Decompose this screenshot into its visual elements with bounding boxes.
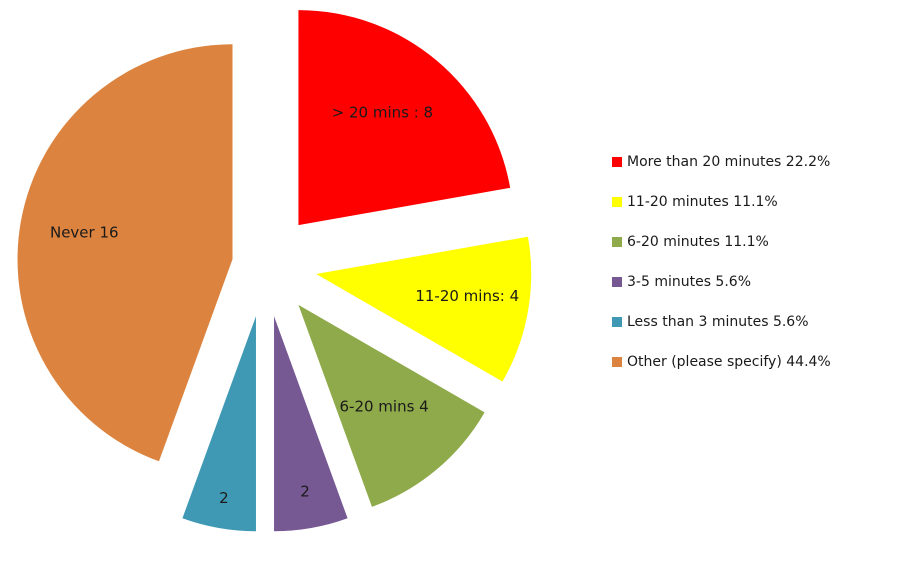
legend: More than 20 minutes 22.2% 11-20 minutes … [612,154,831,370]
legend-label-2: 11-20 minutes 11.1% [627,194,778,210]
pie-slice-3 [298,304,485,507]
pie-slice-6 [17,44,233,462]
slice-label-1: > 20 mins : 8 [332,104,433,122]
pie-slice-1 [298,10,511,226]
slice-label-4: 2 [300,482,310,500]
slice-label-5: 2 [219,489,229,507]
slice-label-3: 6-20 mins 4 [339,397,428,415]
legend-swatch-3 [612,237,622,247]
legend-swatch-6 [612,357,622,367]
slice-label-6: Never 16 [50,224,119,242]
legend-label-4: 3-5 minutes 5.6% [627,274,751,290]
legend-label-6: Other (please specify) 44.4% [627,354,831,370]
legend-label-3: 6-20 minutes 11.1% [627,234,769,250]
slice-label-2: 11-20 mins: 4 [415,287,519,305]
pie-slices [17,10,532,532]
legend-swatch-2 [612,197,622,207]
legend-label-5: Less than 3 minutes 5.6% [627,314,809,330]
pie-slice-4 [274,316,348,532]
legend-swatch-1 [612,157,622,167]
pie-slice-2 [316,236,532,382]
legend-swatch-4 [612,277,622,287]
slice-labels: > 20 mins : 8 11-20 mins: 4 6-20 mins 4 2 2 N… [50,104,519,507]
pie-slice-5 [182,316,256,532]
legend-label-1: More than 20 minutes 22.2% [627,154,830,170]
legend-swatch-5 [612,317,622,327]
